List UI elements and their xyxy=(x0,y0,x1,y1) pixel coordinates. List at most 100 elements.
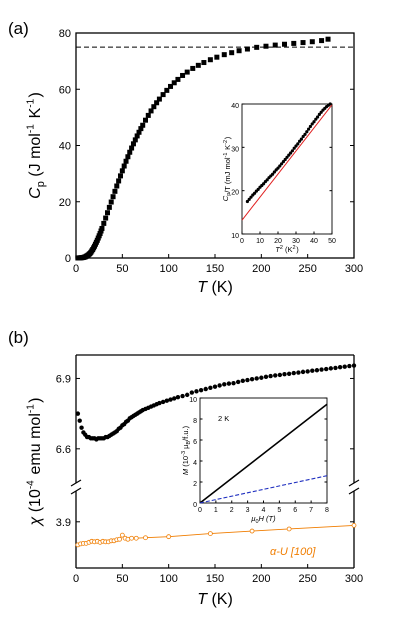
x-axis-tick-label: 0 xyxy=(73,263,79,275)
inset-y-axis-tick-label: 6 xyxy=(193,439,197,446)
inset-x-axis-tick-label: 1 xyxy=(214,507,218,514)
inset-y-axis-tick-label: 20 xyxy=(231,190,239,197)
data-point xyxy=(249,376,255,382)
y-axis-tick-label: 0 xyxy=(65,253,71,265)
inset-frame xyxy=(241,103,333,235)
data-point xyxy=(112,188,118,194)
data-point xyxy=(203,386,208,392)
data-point xyxy=(116,178,122,184)
y-axis-upper-tick-label: 6.9 xyxy=(56,373,71,385)
inset-frame xyxy=(199,397,328,504)
data-point xyxy=(171,80,177,86)
y-axis-tick-label: 40 xyxy=(59,141,71,153)
x-axis-tick-label: 300 xyxy=(345,573,363,585)
data-point xyxy=(143,117,148,123)
data-point xyxy=(110,194,116,200)
legend-alpha-u: α-U [100] xyxy=(270,546,316,558)
data-point xyxy=(282,372,287,377)
data-point xyxy=(296,370,301,375)
data-point xyxy=(201,60,207,66)
data-point xyxy=(145,112,151,118)
data-point xyxy=(229,50,235,56)
data-point xyxy=(97,231,103,237)
inset-data-point xyxy=(312,120,316,124)
inset-data-point xyxy=(328,102,332,106)
inset-y-axis-label: Cp/T (mJ mol-1 K-2 ) xyxy=(221,136,232,201)
alpha-u-point xyxy=(119,532,125,538)
data-point xyxy=(175,395,181,400)
data-point xyxy=(214,54,220,60)
inset-data-point xyxy=(303,132,307,136)
inset-y-axis-tick-label: 10 xyxy=(189,397,197,404)
data-point xyxy=(134,133,140,139)
panel-label: (a) xyxy=(8,19,29,38)
inset-x-axis-label: T2 (K2 ) xyxy=(275,245,299,254)
data-point xyxy=(114,183,120,189)
inset-data-point xyxy=(283,157,287,162)
data-point xyxy=(151,104,157,110)
data-point xyxy=(244,46,250,52)
data-point xyxy=(337,364,343,370)
data-point xyxy=(198,387,204,393)
data-point xyxy=(172,396,177,401)
data-point xyxy=(245,377,250,383)
inset-data-point xyxy=(314,117,318,121)
x-axis-tick-label: 150 xyxy=(206,573,224,585)
data-point xyxy=(180,72,186,78)
y-axis-tick-label: 80 xyxy=(59,28,71,40)
data-point xyxy=(347,363,352,369)
inset-data-point xyxy=(253,191,257,195)
alpha-u-point xyxy=(351,522,357,528)
data-point xyxy=(319,38,325,44)
inset-x-axis-tick-label: 3 xyxy=(246,507,250,514)
data-point xyxy=(123,158,129,164)
inset-data-point xyxy=(289,151,293,155)
data-point xyxy=(195,62,201,68)
inset-data-point xyxy=(285,155,289,159)
inset-b: 0 1 2 3 4 5 6 7 8 0 2 4 6 8 10 2 K μ0H (T) M (10-3 μB/f.u… xyxy=(181,397,329,525)
data-point xyxy=(254,44,260,50)
data-point xyxy=(286,371,292,376)
inset-x-axis-tick-label: 30 xyxy=(292,238,300,245)
data-point xyxy=(101,220,107,226)
data-point xyxy=(108,199,114,205)
data-point xyxy=(156,96,162,102)
data-point xyxy=(231,380,236,386)
data-point xyxy=(157,400,162,406)
alpha-u-point xyxy=(133,535,139,541)
inset-data-point xyxy=(305,130,309,134)
data-point xyxy=(309,39,315,45)
inset-x-axis-tick-label: 0 xyxy=(240,238,244,245)
data-point xyxy=(254,376,259,381)
inset-x-axis-label: μ0H (T) xyxy=(250,514,276,525)
axis-break-mark xyxy=(348,487,360,495)
y-axis-label: χ (10-4 emu mol-1 ) xyxy=(26,398,44,528)
data-point xyxy=(168,397,173,402)
x-axis-tick-label: 150 xyxy=(206,263,224,275)
data-point xyxy=(99,225,105,231)
inset-data-point xyxy=(247,197,251,201)
inset-data-point xyxy=(317,112,321,116)
data-point xyxy=(121,163,127,169)
inset-x-axis-tick-label: 7 xyxy=(309,507,313,514)
data-point xyxy=(132,137,138,143)
inset-data-point xyxy=(292,146,296,150)
data-point xyxy=(148,108,154,114)
x-axis-tick-label: 50 xyxy=(116,573,128,585)
data-point xyxy=(103,215,109,221)
inset-y-axis-label: M (10-3 μB/f.u.) xyxy=(181,425,192,475)
inset-data-point xyxy=(319,110,323,114)
data-point xyxy=(194,389,199,394)
inset-y-axis-tick-label: 40 xyxy=(231,103,239,110)
data-point xyxy=(259,375,264,380)
data-point xyxy=(268,373,273,379)
data-point xyxy=(140,122,146,128)
x-axis-tick-label: 250 xyxy=(298,263,316,275)
data-point xyxy=(79,425,84,430)
inset-y-axis-tick-label: 4 xyxy=(193,460,197,467)
data-point xyxy=(226,381,232,386)
x-axis-tick-label: 300 xyxy=(345,263,363,275)
